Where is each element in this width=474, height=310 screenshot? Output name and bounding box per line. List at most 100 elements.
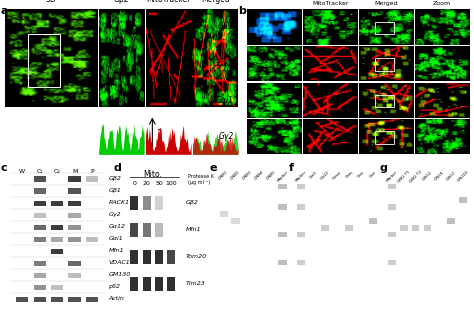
Text: Gβ2: Gβ2 <box>186 200 199 205</box>
Bar <box>34 188 46 194</box>
Text: Gβ2: Gβ2 <box>109 176 121 181</box>
Bar <box>412 225 419 231</box>
Bar <box>143 277 151 291</box>
Bar <box>369 218 377 224</box>
Text: Mfn1: Mfn1 <box>186 227 201 232</box>
Text: VDAC1: VDAC1 <box>109 260 130 265</box>
Text: M: M <box>72 169 77 174</box>
Text: GNG10: GNG10 <box>457 170 470 183</box>
Bar <box>459 197 467 203</box>
Text: W: W <box>19 169 25 174</box>
Bar <box>375 95 394 107</box>
Bar <box>68 297 81 302</box>
Text: e: e <box>209 163 217 173</box>
Bar <box>375 58 394 71</box>
Bar <box>297 259 305 265</box>
Bar <box>51 297 63 302</box>
Text: 50: 50 <box>155 181 163 186</box>
Bar <box>321 225 329 231</box>
Bar <box>297 204 305 210</box>
Text: Gαsα: Gαsα <box>332 170 342 180</box>
Text: GNB2: GNB2 <box>230 170 241 181</box>
Bar <box>297 232 305 237</box>
Bar <box>388 184 396 189</box>
Bar <box>51 201 63 206</box>
Bar <box>155 250 163 264</box>
Text: GNB4: GNB4 <box>254 170 264 181</box>
Bar <box>130 196 138 210</box>
Bar <box>34 213 46 218</box>
Text: c: c <box>0 163 7 173</box>
Text: Marker: Marker <box>295 170 308 183</box>
Bar <box>68 224 81 230</box>
Bar <box>143 223 151 237</box>
Bar <box>51 285 63 290</box>
Text: Gαi1: Gαi1 <box>309 170 318 179</box>
Text: Gαq: Gαq <box>345 170 354 179</box>
Text: GNB1: GNB1 <box>218 170 229 181</box>
Bar <box>219 211 228 217</box>
Bar <box>130 223 138 237</box>
Bar <box>28 33 60 87</box>
Bar <box>68 188 81 194</box>
Text: Mito.: Mito. <box>143 170 162 179</box>
Bar <box>34 201 46 206</box>
Bar <box>400 225 408 231</box>
Bar <box>34 176 46 182</box>
Text: f: f <box>289 163 294 173</box>
Bar <box>68 176 81 182</box>
Text: Gβ1: Gβ1 <box>109 188 121 193</box>
Text: Actin: Actin <box>109 296 124 302</box>
Bar <box>155 277 163 291</box>
Bar <box>278 232 287 237</box>
Bar <box>231 218 239 224</box>
Bar <box>278 204 287 210</box>
Text: GNG5: GNG5 <box>434 170 445 181</box>
Bar <box>167 277 175 291</box>
Bar <box>86 176 98 182</box>
Bar <box>68 261 81 266</box>
Bar <box>388 259 396 265</box>
Text: Marker: Marker <box>385 170 398 183</box>
Bar <box>130 250 138 264</box>
Text: Tom20: Tom20 <box>186 254 207 259</box>
Text: g: g <box>379 163 387 173</box>
Bar <box>278 259 287 265</box>
Bar <box>130 277 138 291</box>
Bar <box>34 285 46 290</box>
Text: b: b <box>238 7 246 16</box>
Text: Gβ2: Gβ2 <box>114 0 129 4</box>
Text: P: P <box>90 169 94 174</box>
Bar <box>155 196 163 210</box>
Bar <box>388 204 396 210</box>
Bar <box>34 237 46 242</box>
Text: Gγ2: Gγ2 <box>109 212 121 217</box>
Bar <box>16 297 28 302</box>
Bar <box>297 184 305 189</box>
Text: C₁: C₁ <box>36 169 43 174</box>
Text: Tim23: Tim23 <box>186 281 205 286</box>
Text: Gα12: Gα12 <box>320 170 330 180</box>
Text: Gαs: Gαs <box>356 170 365 178</box>
Bar <box>167 250 175 264</box>
Text: Gαz: Gαz <box>369 170 377 178</box>
Bar <box>375 131 394 144</box>
Bar <box>51 249 63 254</box>
Text: MitoTracker: MitoTracker <box>312 2 348 7</box>
Text: 20: 20 <box>143 181 151 186</box>
Text: Merged: Merged <box>201 0 229 4</box>
Bar <box>86 237 98 242</box>
Bar <box>424 225 431 231</box>
Text: 100: 100 <box>165 181 177 186</box>
Text: Gγ2: Gγ2 <box>219 132 234 141</box>
Bar <box>34 261 46 266</box>
Bar <box>34 297 46 302</box>
Text: Gα12: Gα12 <box>213 59 234 68</box>
Bar <box>68 237 81 242</box>
Text: Gα12: Gα12 <box>109 224 126 229</box>
Bar <box>155 223 163 237</box>
Text: Merged: Merged <box>374 2 398 7</box>
Text: 0: 0 <box>132 181 136 186</box>
Bar <box>278 184 287 189</box>
Text: GNG2: GNG2 <box>422 170 433 181</box>
